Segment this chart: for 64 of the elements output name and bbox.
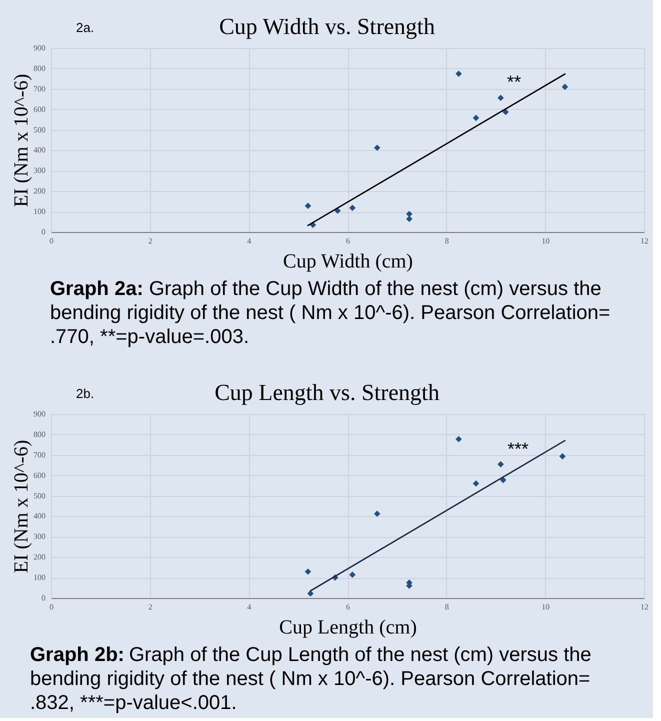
x-axis-title: Cup Width (cm) [283,250,413,272]
point [498,94,504,102]
chart-title: Cup Length vs. Strength [214,380,440,405]
point [374,510,380,517]
y-tick-label: 700 [34,450,46,460]
text: 2a. [76,20,94,35]
point [307,590,314,597]
point [498,461,504,468]
point [304,202,312,209]
point [349,572,356,578]
y-tick-label: 900 [34,44,46,52]
point [500,476,506,484]
x-tick-label: 0 [50,602,54,612]
point [304,568,312,575]
caption: Graph 2a: Graph of the Cup Width of the nest (cm) versus the bending rigidity of the nest ( Nm x 10^-6). Pearson Correlation= .770, **=p-value=.003. [50,278,610,348]
x-tick-label: 10 [542,236,550,246]
caption: Graph 2b: Graph of the Cup Length of the nest (cm) versus the bending rigidity of the nest ( Nm x 10^-6). Pearson Correlation= .832, ***=p-value<.001. [30,644,592,714]
x-tick-label: 8 [444,236,449,246]
point [406,216,412,222]
y-axis-title: EI (Nm x 10^-6) [10,440,32,574]
x-tick-label: 4 [247,236,252,246]
y-tick-label: 0 [42,594,46,602]
y-tick-label: 100 [34,207,46,216]
point [472,480,480,487]
y-tick-label: 100 [34,573,46,582]
y-tick-label: 500 [34,125,46,134]
point [502,108,509,116]
y-tick-label: 0 [42,228,46,236]
point [562,84,568,90]
point [472,114,480,122]
chart-title: Cup Width vs. Strength [219,14,436,39]
x-tick-label: 8 [444,602,449,612]
point [374,144,380,151]
point [559,453,566,460]
point [349,204,356,212]
y-tick-label: 800 [34,430,46,439]
x-tick-label: 6 [346,236,350,246]
x-tick-label: 10 [542,602,550,612]
x-tick-label: 0 [50,236,54,246]
x-tick-label: 12 [640,236,648,246]
y-tick-label: 300 [34,166,46,176]
text: 2b. [76,386,94,401]
x-tick-label: 2 [148,236,152,246]
x-tick-label: 12 [640,602,648,612]
annotation: *** [507,439,529,459]
y-axis-title: EI (Nm x 10^-6) [10,74,32,208]
y-tick-label: 700 [34,84,46,94]
y-tick-label: 500 [34,491,46,500]
x-tick-label: 6 [346,602,350,612]
point [456,70,462,77]
x-tick-label: 2 [148,602,152,612]
y-tick-label: 600 [34,104,46,114]
x-axis-title: Cup Length (cm) [279,616,417,638]
y-tick-label: 300 [34,532,46,542]
y-tick-label: 200 [34,552,46,562]
y-tick-label: 400 [34,146,46,155]
y-tick-label: 600 [34,470,46,480]
annotation: ** [506,72,522,92]
y-tick-label: 800 [34,64,46,73]
point [456,436,462,442]
y-tick-label: 200 [34,186,46,196]
y-tick-label: 400 [34,512,46,521]
y-tick-label: 900 [34,410,46,418]
x-tick-label: 4 [247,602,252,612]
